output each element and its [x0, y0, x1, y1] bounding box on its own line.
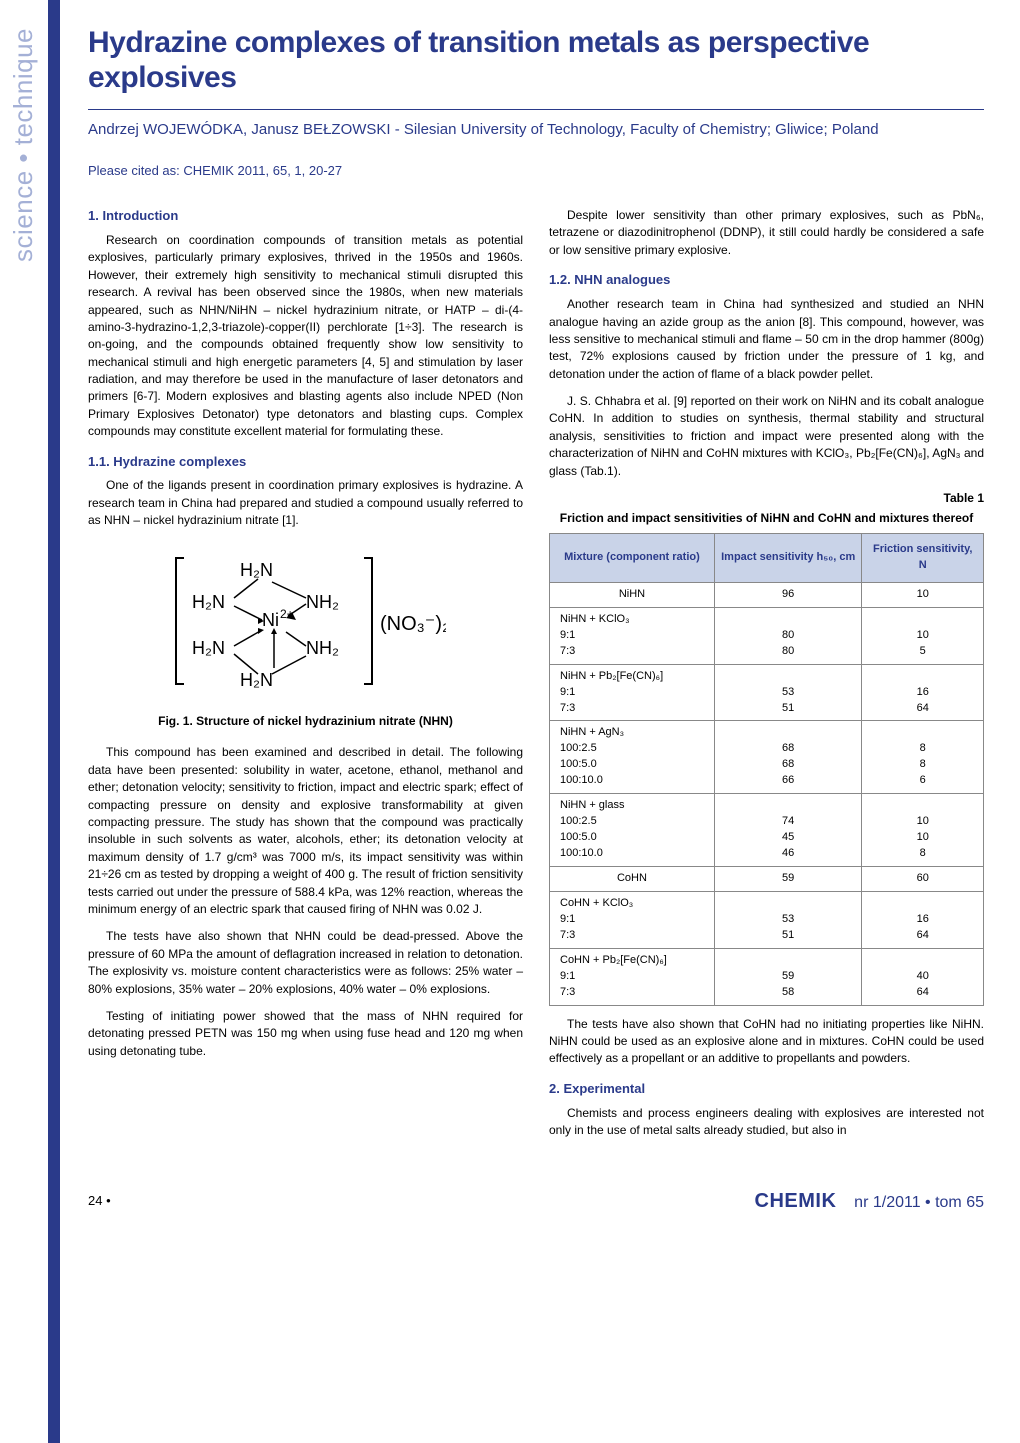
heading-1-1: 1.1. Hydrazine complexes [88, 453, 523, 472]
cell-mixture: NiHN + glass100:2.5100:5.0100:10.0 [550, 794, 715, 867]
cell-friction: 4064 [862, 948, 984, 1005]
figure-1-caption: Fig. 1. Structure of nickel hydrazinium … [88, 713, 523, 730]
page: science • technique Hydrazine complexes … [0, 0, 1020, 1443]
vertical-divider [48, 0, 60, 1443]
svg-text:Ni: Ni [262, 610, 279, 630]
cell-mixture: CoHN [550, 866, 715, 891]
cell-friction: 886 [862, 721, 984, 794]
table-row: CoHN5960 [550, 866, 984, 891]
article-title: Hydrazine complexes of transition metals… [88, 26, 984, 95]
para-intro: Research on coordination compounds of tr… [88, 232, 523, 441]
svg-text:NH₂: NH₂ [306, 592, 339, 612]
main-content: Hydrazine complexes of transition metals… [60, 0, 1020, 1443]
footer-brand: CHEMIK [755, 1190, 837, 1212]
para-after-fig-1: This compound has been examined and desc… [88, 744, 523, 918]
svg-text:H₂N: H₂N [192, 592, 225, 612]
table-row: CoHN + KClO₃9:17:353511664 [550, 891, 984, 948]
table-1-caption: Friction and impact sensitivities of NiH… [549, 511, 984, 527]
para-after-fig-2: The tests have also shown that NHN could… [88, 928, 523, 998]
footer-page-number: 24 • [88, 1192, 111, 1211]
table-1: Mixture (component ratio) Impact sensiti… [549, 533, 984, 1006]
cell-friction: 1664 [862, 891, 984, 948]
para-after-table: The tests have also shown that CoHN had … [549, 1016, 984, 1068]
table-1-label: Table 1 [549, 490, 984, 507]
cell-impact: 5351 [714, 891, 862, 948]
cell-friction: 60 [862, 866, 984, 891]
table-row: CoHN + Pb₂[Fe(CN)₆]9:17:359584064 [550, 948, 984, 1005]
figure-1: Ni 2+ H₂N NH₂ H₂N H₂N NH₂ H₂N [88, 546, 523, 701]
cell-mixture: NiHN [550, 582, 715, 607]
table-row: NiHN + KClO₃9:17:38080105 [550, 607, 984, 664]
cell-friction: 10 [862, 582, 984, 607]
para-1-2b: J. S. Chhabra et al. [9] reported on the… [549, 393, 984, 480]
structure-svg: Ni 2+ H₂N NH₂ H₂N H₂N NH₂ H₂N [166, 546, 446, 696]
title-underline [88, 109, 984, 110]
side-tab: science • technique [0, 0, 48, 1443]
table-1-head: Mixture (component ratio) Impact sensiti… [550, 534, 984, 583]
table-row: NiHN + glass100:2.5100:5.0100:10.0744546… [550, 794, 984, 867]
page-footer: 24 • CHEMIK nr 1/2011 • tom 65 [88, 1177, 984, 1216]
citation-line: Please cited as: CHEMIK 2011, 65, 1, 20-… [88, 162, 984, 181]
right-column: Despite lower sensitivity than other pri… [549, 207, 984, 1149]
cell-impact: 96 [714, 582, 862, 607]
cell-impact: 5351 [714, 664, 862, 721]
footer-right: CHEMIK nr 1/2011 • tom 65 [755, 1187, 985, 1216]
table-row: NiHN + Pb₂[Fe(CN)₆]9:17:353511664 [550, 664, 984, 721]
para-1-2a: Another research team in China had synth… [549, 296, 984, 383]
cell-friction: 10108 [862, 794, 984, 867]
cell-friction: 105 [862, 607, 984, 664]
cell-impact: 686866 [714, 721, 862, 794]
table-row: NiHN9610 [550, 582, 984, 607]
cell-impact: 744546 [714, 794, 862, 867]
cell-impact: 59 [714, 866, 862, 891]
anion-label: (NO₃⁻)₂ [380, 613, 446, 635]
left-column: 1. Introduction Research on coordination… [88, 207, 523, 1149]
para-1-1: One of the ligands present in coordinati… [88, 477, 523, 529]
footer-issue-info: nr 1/2011 • tom 65 [854, 1194, 984, 1211]
cell-impact: 8080 [714, 607, 862, 664]
para-right-top: Despite lower sensitivity than other pri… [549, 207, 984, 259]
th-mixture: Mixture (component ratio) [550, 534, 715, 583]
cell-mixture: CoHN + Pb₂[Fe(CN)₆]9:17:3 [550, 948, 715, 1005]
cell-mixture: NiHN + AgN₃100:2.5100:5.0100:10.0 [550, 721, 715, 794]
svg-text:H₂N: H₂N [240, 560, 273, 580]
heading-1-2: 1.2. NHN analogues [549, 271, 984, 290]
cell-friction: 1664 [862, 664, 984, 721]
side-tab-label: science • technique [5, 28, 43, 262]
cell-impact: 5958 [714, 948, 862, 1005]
table-1-body: NiHN9610NiHN + KClO₃9:17:38080105NiHN + … [550, 582, 984, 1005]
cell-mixture: CoHN + KClO₃9:17:3 [550, 891, 715, 948]
cell-mixture: NiHN + KClO₃9:17:3 [550, 607, 715, 664]
th-impact: Impact sensitivity h₅₀, cm [714, 534, 862, 583]
heading-introduction: 1. Introduction [88, 207, 523, 226]
para-2: Chemists and process engineers dealing w… [549, 1105, 984, 1140]
two-column-layout: 1. Introduction Research on coordination… [88, 207, 984, 1149]
svg-text:H₂N: H₂N [192, 638, 225, 658]
heading-2: 2. Experimental [549, 1080, 984, 1099]
cell-mixture: NiHN + Pb₂[Fe(CN)₆]9:17:3 [550, 664, 715, 721]
th-friction: Friction sensitivity, N [862, 534, 984, 583]
table-row: NiHN + AgN₃100:2.5100:5.0100:10.06868668… [550, 721, 984, 794]
para-after-fig-3: Testing of initiating power showed that … [88, 1008, 523, 1060]
svg-text:NH₂: NH₂ [306, 638, 339, 658]
author-line: Andrzej WOJEWÓDKA, Janusz BEŁZOWSKI - Si… [88, 120, 984, 140]
